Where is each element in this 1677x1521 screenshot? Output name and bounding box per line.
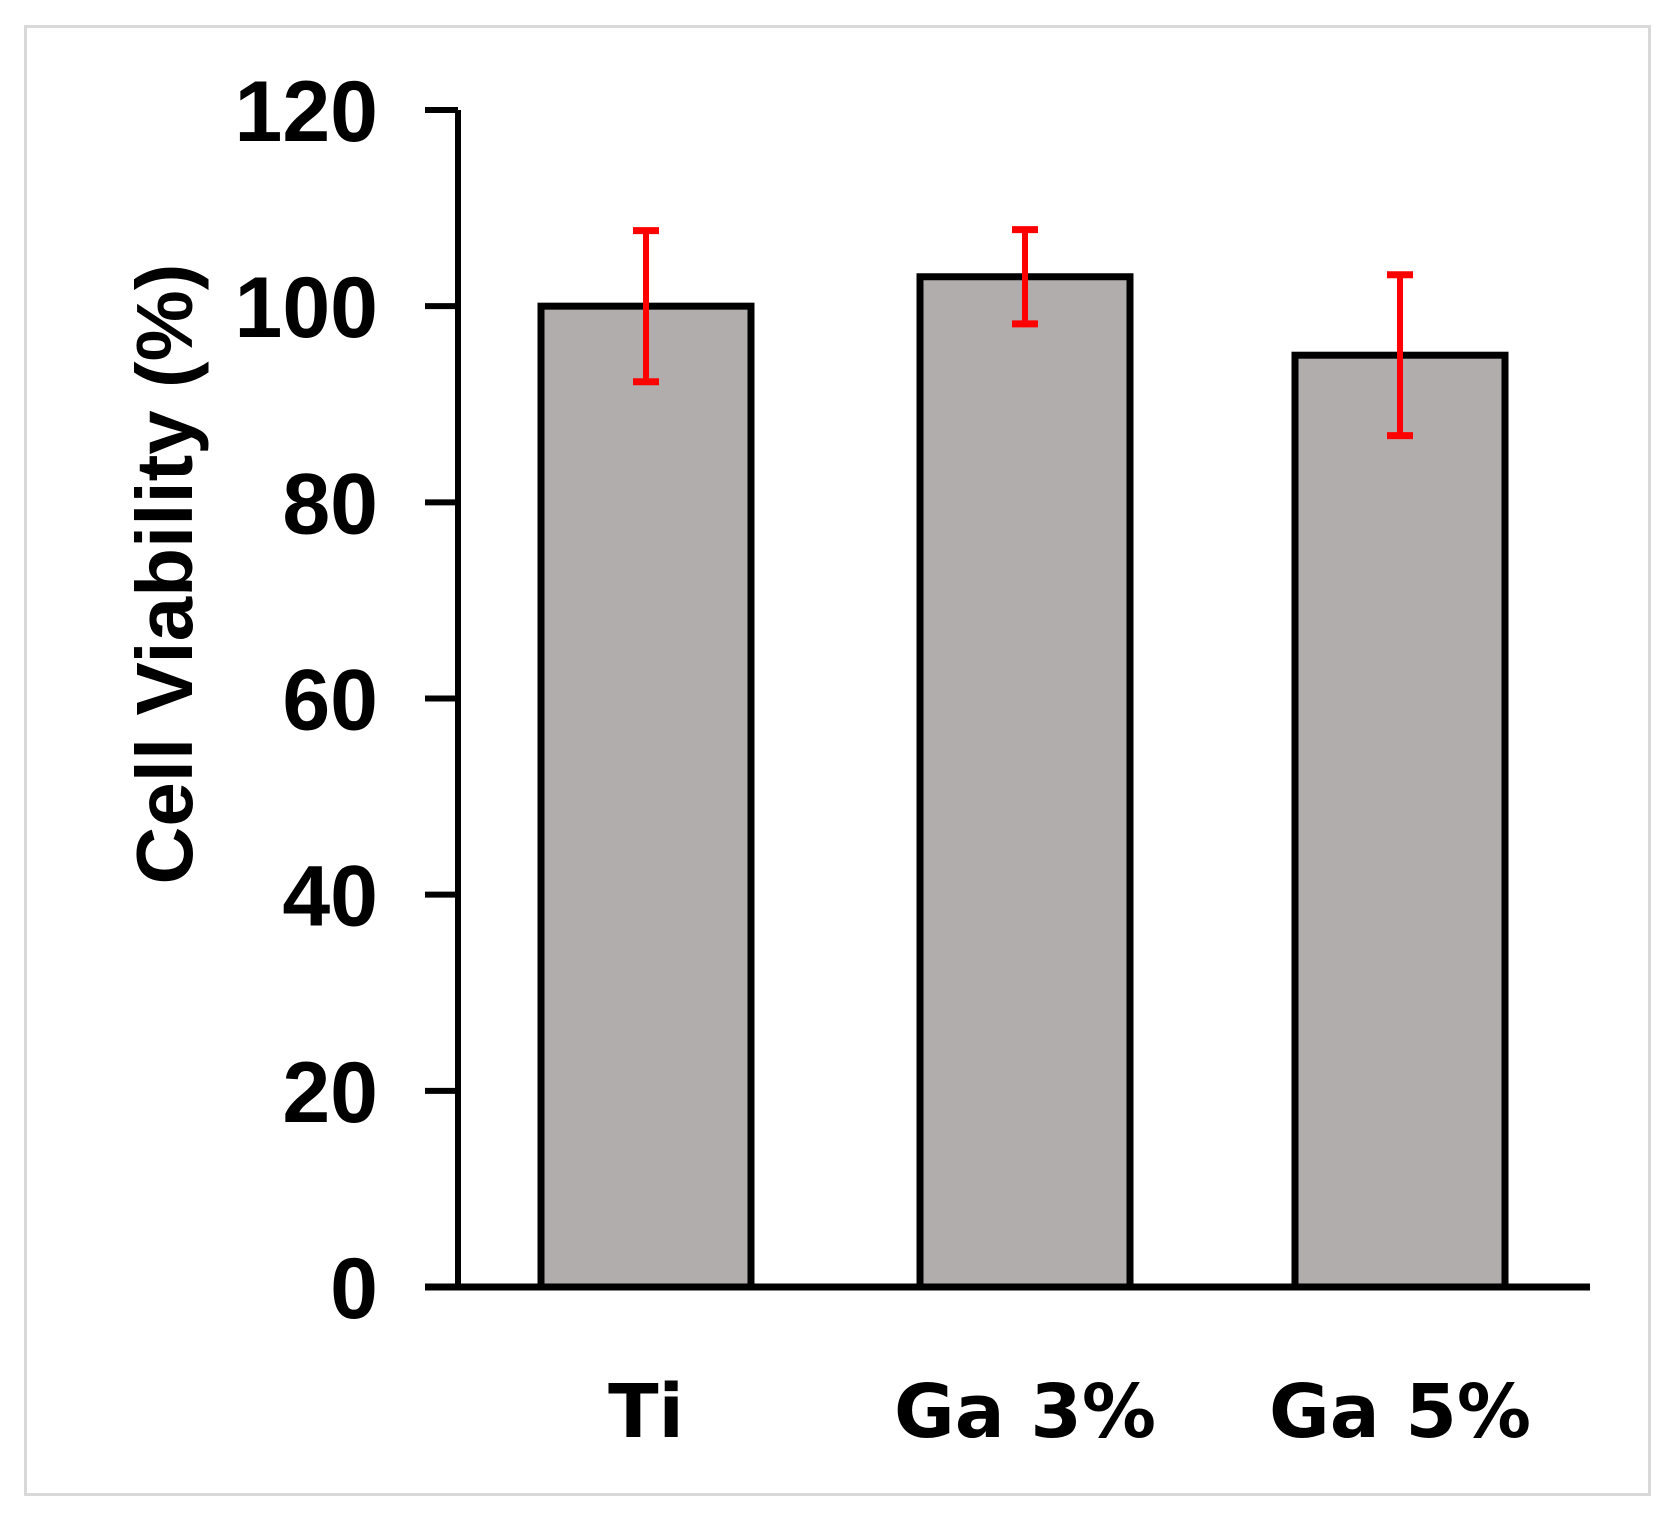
error-bars-group [633, 226, 1413, 440]
bars-group [537, 273, 1509, 1291]
bar-ti [537, 302, 755, 1291]
y-tick-label: 80 [282, 456, 378, 552]
x-axis-category-labels: Ti Ga 3% Ga 5% [608, 1369, 1531, 1455]
y-axis-ticks: 0 20 40 60 80 100 120 [235, 64, 458, 1337]
y-tick-label: 120 [235, 64, 379, 160]
error-bar [1012, 226, 1038, 328]
x-category-label: Ga 5% [1269, 1369, 1531, 1455]
x-category-label: Ti [608, 1369, 684, 1455]
bar-ga-3- [916, 273, 1134, 1291]
error-bar [633, 227, 659, 386]
error-bar [1387, 271, 1413, 440]
axes-group [425, 110, 1590, 1291]
y-tick-label: 40 [282, 849, 378, 945]
y-tick-label: 0 [330, 1241, 378, 1337]
y-axis-title: Cell Viability (%) [120, 264, 209, 885]
y-tick-label: 100 [235, 260, 379, 356]
y-tick-label: 20 [282, 1045, 378, 1141]
y-tick-label: 60 [282, 653, 378, 749]
x-category-label: Ga 3% [894, 1369, 1156, 1455]
figure-frame [24, 25, 1651, 1496]
bar-ga-5- [1291, 351, 1509, 1291]
